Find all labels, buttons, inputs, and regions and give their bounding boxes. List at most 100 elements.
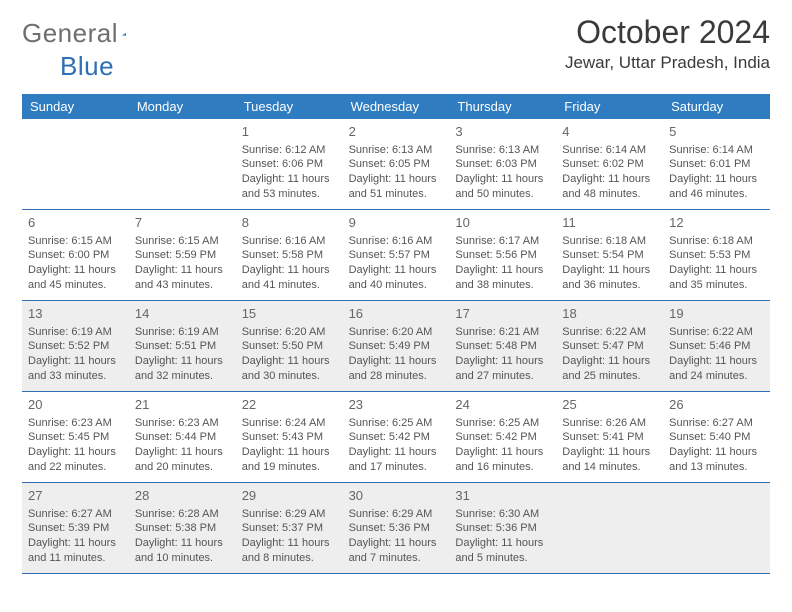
daylight-text: Daylight: 11 hours <box>455 354 550 369</box>
sunrise-text: Sunrise: 6:25 AM <box>349 416 444 431</box>
daylight-text: and 32 minutes. <box>135 369 230 384</box>
sunset-text: Sunset: 5:43 PM <box>242 430 337 445</box>
day-cell: 14Sunrise: 6:19 AMSunset: 5:51 PMDayligh… <box>129 301 236 391</box>
day-number: 29 <box>242 487 337 505</box>
sunset-text: Sunset: 5:48 PM <box>455 339 550 354</box>
daylight-text: and 35 minutes. <box>669 278 764 293</box>
daylight-text: and 20 minutes. <box>135 460 230 475</box>
sunrise-text: Sunrise: 6:13 AM <box>349 143 444 158</box>
sunrise-text: Sunrise: 6:27 AM <box>28 507 123 522</box>
sunset-text: Sunset: 5:36 PM <box>455 521 550 536</box>
sunrise-text: Sunrise: 6:26 AM <box>562 416 657 431</box>
day-cell: 23Sunrise: 6:25 AMSunset: 5:42 PMDayligh… <box>343 392 450 482</box>
day-cell: 15Sunrise: 6:20 AMSunset: 5:50 PMDayligh… <box>236 301 343 391</box>
daylight-text: and 41 minutes. <box>242 278 337 293</box>
day-number: 31 <box>455 487 550 505</box>
day-cell: 3Sunrise: 6:13 AMSunset: 6:03 PMDaylight… <box>449 119 556 209</box>
sunrise-text: Sunrise: 6:23 AM <box>28 416 123 431</box>
day-number: 7 <box>135 214 230 232</box>
calendar: SundayMondayTuesdayWednesdayThursdayFrid… <box>22 94 770 574</box>
daylight-text: Daylight: 11 hours <box>28 354 123 369</box>
sunset-text: Sunset: 5:41 PM <box>562 430 657 445</box>
sunrise-text: Sunrise: 6:20 AM <box>349 325 444 340</box>
week-row: 13Sunrise: 6:19 AMSunset: 5:52 PMDayligh… <box>22 301 770 392</box>
daylight-text: and 40 minutes. <box>349 278 444 293</box>
daylight-text: and 27 minutes. <box>455 369 550 384</box>
day-number: 21 <box>135 396 230 414</box>
sunrise-text: Sunrise: 6:25 AM <box>455 416 550 431</box>
daylight-text: Daylight: 11 hours <box>669 445 764 460</box>
sunrise-text: Sunrise: 6:12 AM <box>242 143 337 158</box>
day-cell: 19Sunrise: 6:22 AMSunset: 5:46 PMDayligh… <box>663 301 770 391</box>
day-number: 4 <box>562 123 657 141</box>
month-title: October 2024 <box>565 14 770 51</box>
daylight-text: and 14 minutes. <box>562 460 657 475</box>
daylight-text: and 25 minutes. <box>562 369 657 384</box>
week-row: 27Sunrise: 6:27 AMSunset: 5:39 PMDayligh… <box>22 483 770 574</box>
sunset-text: Sunset: 5:53 PM <box>669 248 764 263</box>
sunset-text: Sunset: 6:03 PM <box>455 157 550 172</box>
sunset-text: Sunset: 5:47 PM <box>562 339 657 354</box>
sunset-text: Sunset: 5:58 PM <box>242 248 337 263</box>
sunrise-text: Sunrise: 6:28 AM <box>135 507 230 522</box>
logo: General <box>22 14 152 49</box>
sunset-text: Sunset: 5:40 PM <box>669 430 764 445</box>
weekday-label: Sunday <box>22 94 129 119</box>
daylight-text: Daylight: 11 hours <box>242 354 337 369</box>
day-number: 10 <box>455 214 550 232</box>
sunrise-text: Sunrise: 6:29 AM <box>242 507 337 522</box>
sunrise-text: Sunrise: 6:20 AM <box>242 325 337 340</box>
daylight-text: Daylight: 11 hours <box>135 354 230 369</box>
sunset-text: Sunset: 5:54 PM <box>562 248 657 263</box>
day-number: 19 <box>669 305 764 323</box>
empty-cell <box>556 483 663 573</box>
day-cell: 8Sunrise: 6:16 AMSunset: 5:58 PMDaylight… <box>236 210 343 300</box>
daylight-text: Daylight: 11 hours <box>242 263 337 278</box>
sunrise-text: Sunrise: 6:19 AM <box>28 325 123 340</box>
logo-triangle-icon <box>122 24 126 44</box>
daylight-text: Daylight: 11 hours <box>28 536 123 551</box>
day-number: 6 <box>28 214 123 232</box>
day-cell: 6Sunrise: 6:15 AMSunset: 6:00 PMDaylight… <box>22 210 129 300</box>
daylight-text: Daylight: 11 hours <box>242 536 337 551</box>
logo-word2: Blue <box>22 51 114 82</box>
day-cell: 28Sunrise: 6:28 AMSunset: 5:38 PMDayligh… <box>129 483 236 573</box>
daylight-text: Daylight: 11 hours <box>562 172 657 187</box>
empty-cell <box>663 483 770 573</box>
daylight-text: Daylight: 11 hours <box>349 172 444 187</box>
daylight-text: Daylight: 11 hours <box>349 263 444 278</box>
day-number: 14 <box>135 305 230 323</box>
daylight-text: and 10 minutes. <box>135 551 230 566</box>
sunset-text: Sunset: 6:01 PM <box>669 157 764 172</box>
daylight-text: Daylight: 11 hours <box>562 354 657 369</box>
day-number: 26 <box>669 396 764 414</box>
daylight-text: Daylight: 11 hours <box>28 445 123 460</box>
day-cell: 30Sunrise: 6:29 AMSunset: 5:36 PMDayligh… <box>343 483 450 573</box>
daylight-text: and 22 minutes. <box>28 460 123 475</box>
sunset-text: Sunset: 5:42 PM <box>455 430 550 445</box>
daylight-text: Daylight: 11 hours <box>455 445 550 460</box>
day-cell: 4Sunrise: 6:14 AMSunset: 6:02 PMDaylight… <box>556 119 663 209</box>
day-cell: 16Sunrise: 6:20 AMSunset: 5:49 PMDayligh… <box>343 301 450 391</box>
sunset-text: Sunset: 5:46 PM <box>669 339 764 354</box>
sunset-text: Sunset: 5:44 PM <box>135 430 230 445</box>
daylight-text: and 46 minutes. <box>669 187 764 202</box>
day-number: 28 <box>135 487 230 505</box>
daylight-text: Daylight: 11 hours <box>455 536 550 551</box>
day-cell: 27Sunrise: 6:27 AMSunset: 5:39 PMDayligh… <box>22 483 129 573</box>
daylight-text: Daylight: 11 hours <box>455 172 550 187</box>
day-cell: 20Sunrise: 6:23 AMSunset: 5:45 PMDayligh… <box>22 392 129 482</box>
daylight-text: Daylight: 11 hours <box>669 354 764 369</box>
day-cell: 29Sunrise: 6:29 AMSunset: 5:37 PMDayligh… <box>236 483 343 573</box>
sunrise-text: Sunrise: 6:16 AM <box>349 234 444 249</box>
sunrise-text: Sunrise: 6:15 AM <box>28 234 123 249</box>
sunset-text: Sunset: 6:06 PM <box>242 157 337 172</box>
daylight-text: Daylight: 11 hours <box>242 172 337 187</box>
weekday-label: Wednesday <box>343 94 450 119</box>
day-cell: 24Sunrise: 6:25 AMSunset: 5:42 PMDayligh… <box>449 392 556 482</box>
day-number: 15 <box>242 305 337 323</box>
sunrise-text: Sunrise: 6:14 AM <box>562 143 657 158</box>
daylight-text: and 33 minutes. <box>28 369 123 384</box>
day-cell: 10Sunrise: 6:17 AMSunset: 5:56 PMDayligh… <box>449 210 556 300</box>
daylight-text: and 16 minutes. <box>455 460 550 475</box>
